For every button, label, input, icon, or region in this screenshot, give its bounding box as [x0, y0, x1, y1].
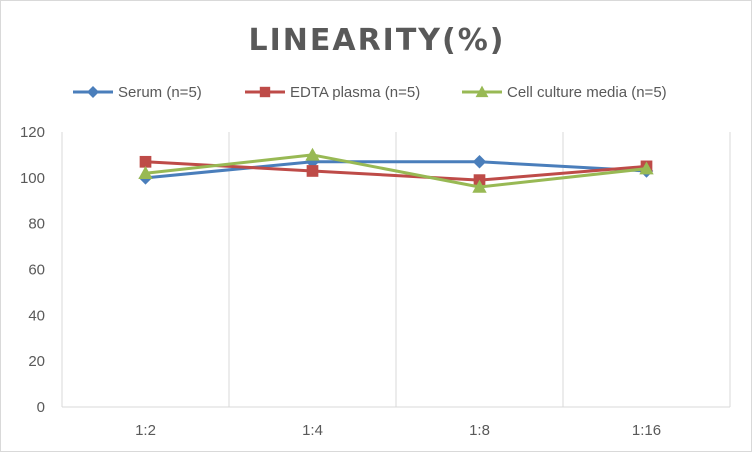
data-point	[472, 155, 487, 169]
series-line	[145, 160, 647, 182]
legend-item: EDTA plasma (n=5)	[245, 84, 420, 101]
data-point	[472, 179, 487, 193]
chart-title: LINEARITY(%)	[248, 23, 505, 58]
y-tick-label: 20	[28, 353, 45, 370]
data-point	[305, 147, 320, 161]
data-point	[87, 86, 99, 98]
data-point	[259, 86, 271, 98]
y-tick-label: 120	[20, 124, 45, 141]
y-tick-label: 0	[37, 399, 45, 416]
x-tick-label: 1:8	[469, 422, 490, 439]
data-point	[306, 165, 319, 177]
data-point	[139, 155, 152, 168]
y-tick-label: 60	[28, 262, 45, 279]
data-point	[138, 166, 153, 180]
legend-item: Serum (n=5)	[73, 84, 202, 101]
series-3	[138, 147, 654, 193]
y-tick-label: 40	[28, 307, 45, 324]
series-line	[145, 153, 647, 189]
y-tick-label: 80	[28, 216, 45, 233]
x-tick-label: 1:16	[632, 422, 661, 439]
legend-label: EDTA plasma (n=5)	[290, 84, 420, 101]
gridlines	[228, 132, 731, 407]
legend-label: Serum (n=5)	[118, 84, 202, 101]
data-point	[475, 85, 489, 98]
data-point	[639, 161, 654, 175]
series-layer	[138, 147, 654, 193]
legend-label: Cell culture media (n=5)	[507, 84, 667, 101]
y-tick-label: 100	[20, 170, 45, 187]
legend: Serum (n=5) EDTA plasma (n=5) Cell culture…	[73, 84, 667, 101]
x-tick-label: 1:2	[135, 422, 156, 439]
series-line	[145, 160, 647, 180]
axes: 0 20 40 60 80 100 120 1:2 1:4 1:8 1:16	[20, 124, 730, 439]
x-tick-label: 1:4	[302, 422, 323, 439]
legend-item: Cell culture media (n=5)	[462, 84, 667, 101]
